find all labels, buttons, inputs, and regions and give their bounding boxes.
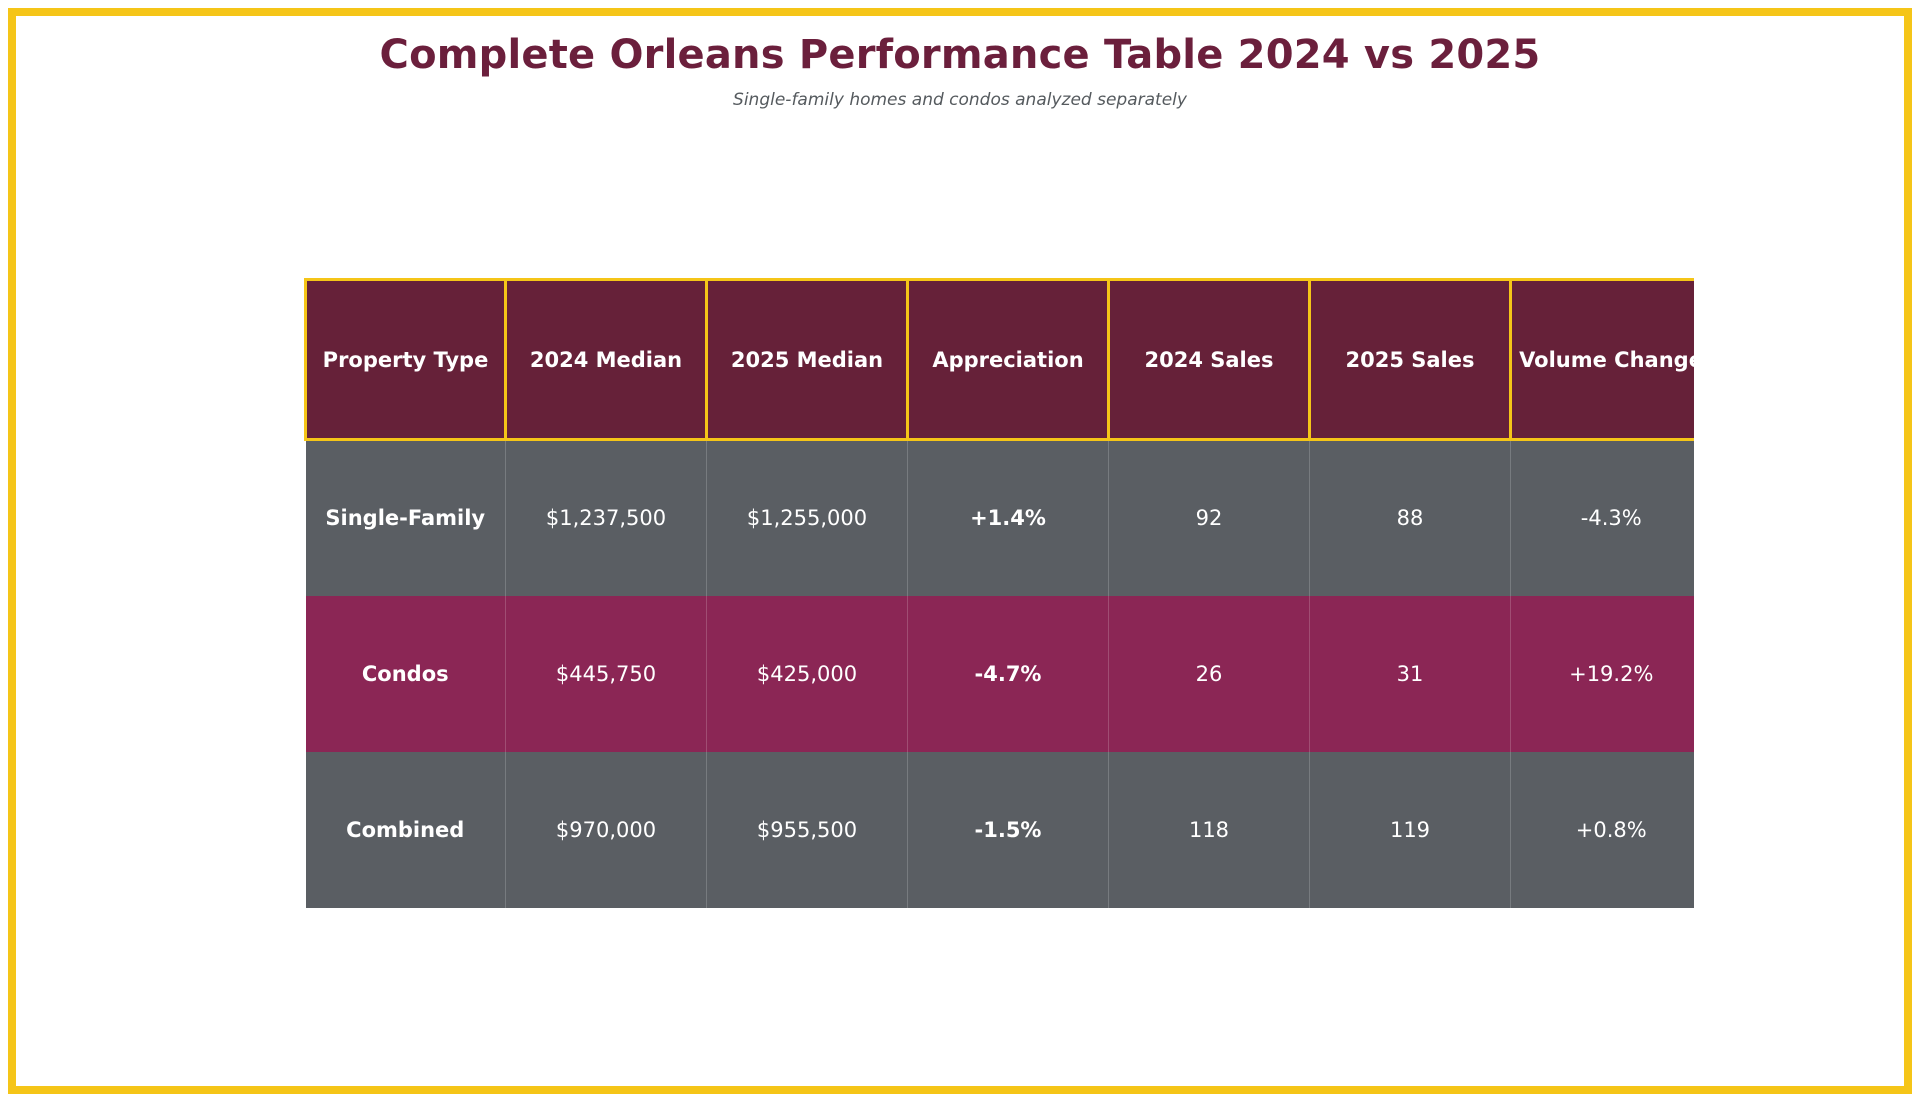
cell-2024-sales: 92	[1108, 439, 1310, 596]
column-header-property-type[interactable]: Property Type	[304, 278, 507, 441]
cell-appreciation: -4.7%	[907, 595, 1109, 752]
title-block: Complete Orleans Performance Table 2024 …	[16, 16, 1904, 110]
cell-2025-median: $425,000	[706, 595, 908, 752]
column-header-volume-change[interactable]: Volume Change	[1509, 278, 1694, 441]
cell-2025-sales: 88	[1309, 439, 1511, 596]
cell-2025-sales: 31	[1309, 595, 1511, 752]
column-header-2025-median[interactable]: 2025 Median	[705, 278, 909, 441]
page-frame: Complete Orleans Performance Table 2024 …	[8, 8, 1912, 1094]
cell-appreciation: +1.4%	[907, 439, 1109, 596]
column-header-2024-median[interactable]: 2024 Median	[504, 278, 708, 441]
cell-2024-median: $1,237,500	[505, 439, 707, 596]
performance-table: Property Type 2024 Median 2025 Median Ap…	[304, 278, 1694, 908]
column-header-2024-sales[interactable]: 2024 Sales	[1107, 278, 1311, 441]
cell-volume-change: +19.2%	[1510, 595, 1694, 752]
cell-2025-median: $955,500	[706, 751, 908, 908]
page-title: Complete Orleans Performance Table 2024 …	[379, 32, 1541, 78]
cell-2024-sales: 118	[1108, 751, 1310, 908]
table-row: Single-Family $1,237,500 $1,255,000 +1.4…	[305, 439, 1694, 596]
table-row: Condos $445,750 $425,000 -4.7% 26 31 +19…	[305, 595, 1694, 752]
table-header: Property Type 2024 Median 2025 Median Ap…	[304, 278, 1694, 441]
cell-property-type: Condos	[305, 595, 506, 752]
table-header-row: Property Type 2024 Median 2025 Median Ap…	[304, 278, 1694, 441]
table-row: Combined $970,000 $955,500 -1.5% 118 119…	[305, 751, 1694, 908]
cell-2025-median: $1,255,000	[706, 439, 908, 596]
table-body: Single-Family $1,237,500 $1,255,000 +1.4…	[305, 439, 1694, 908]
cell-property-type: Combined	[305, 751, 506, 908]
cell-property-type: Single-Family	[305, 439, 506, 596]
cell-2024-median: $445,750	[505, 595, 707, 752]
cell-volume-change: +0.8%	[1510, 751, 1694, 908]
column-header-2025-sales[interactable]: 2025 Sales	[1308, 278, 1512, 441]
cell-volume-change: -4.3%	[1510, 439, 1694, 596]
page-subtitle: Single-family homes and condos analyzed …	[733, 90, 1187, 110]
cell-appreciation: -1.5%	[907, 751, 1109, 908]
cell-2024-sales: 26	[1108, 595, 1310, 752]
cell-2024-median: $970,000	[505, 751, 707, 908]
column-header-appreciation[interactable]: Appreciation	[906, 278, 1110, 441]
performance-table-container: Property Type 2024 Median 2025 Median Ap…	[304, 278, 1694, 908]
cell-2025-sales: 119	[1309, 751, 1511, 908]
